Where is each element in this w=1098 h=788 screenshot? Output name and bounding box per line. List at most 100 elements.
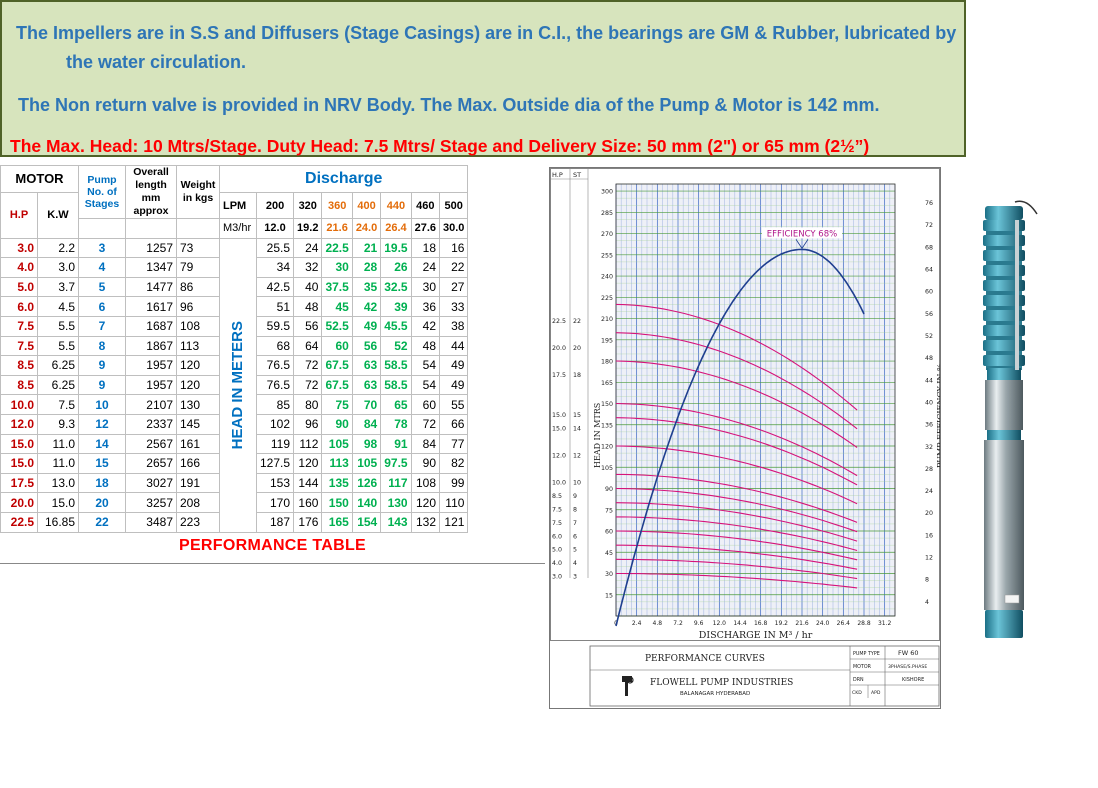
pump-stage-gap [986,261,1022,265]
table-cell: 70 [351,394,382,415]
table-cell: 3.7 [37,276,79,298]
table-cell: 78 [380,413,412,435]
table-cell: 90 [321,413,353,435]
stage-label: 8 [573,506,577,513]
table-cell: 112 [293,433,323,455]
table-row: 12.0 9.3 12 2337 145 102 96 90 84 78 72 66 [0,413,469,435]
head-curve-9-stages [615,487,858,533]
apd-label: APD [871,690,881,696]
pump-type-label: PUMP TYPE [853,651,880,657]
discharge-tick-label: 21.6 [795,620,809,627]
kw-header: K.W [37,192,79,239]
table-cell: 96 [293,413,323,435]
table-row: 17.5 13.0 18 3027 191 153 144 135 126 117 108 99 [0,472,469,494]
hp-label: 12.0 [552,453,566,460]
efficiency-curve [615,248,865,627]
pump-stage-ring [983,220,1025,231]
title-block [589,645,940,707]
table-cell: 119 [255,433,295,455]
table-cell: 150 [321,492,353,513]
stages-header: Pump No. of Stages [78,165,126,219]
table-cell: 68 [255,335,295,357]
pump-stage-ring [983,280,1025,291]
spec-line-3: The Max. Head: 10 Mtrs/Stage. Duty Head:… [10,136,870,156]
chart-frame [550,168,940,641]
efficiency-tick-label: 44 [925,377,933,384]
table-cell: 12 [78,413,126,435]
table-cell: 58.5 [380,374,412,396]
table-cell: 24 [293,237,323,259]
table-cell: 130 [176,394,220,415]
table-cell: 49 [439,355,469,376]
table-cell: 72 [293,374,323,396]
table-cell: 3487 [125,511,177,533]
table-cell: 18 [410,237,441,259]
table-cell: 86 [176,276,220,298]
table-cell: 9 [78,355,126,376]
hp-label: 22.5 [552,318,566,325]
table-cell: 21 [351,237,382,259]
table-cell: 39 [380,296,412,317]
table-cell: 34 [255,257,295,278]
table-cell: 166 [176,453,220,474]
stage-label: 12 [573,453,581,460]
table-cell: 79 [176,257,220,278]
length-header: Overall length mm approx [125,165,177,219]
table-cell: 76.5 [255,355,295,376]
stage-label: 22 [573,318,581,325]
stage-label: 3 [573,574,577,581]
m3-21: 21.6 [321,218,353,239]
head-curve-14-stages [615,417,858,486]
table-cell: 24 [410,257,441,278]
hp-label: 7.5 [552,520,562,527]
table-cell: 120 [176,355,220,376]
table-cell: 60 [410,394,441,415]
table-cell: 108 [176,315,220,337]
table-cell: 120 [410,492,441,513]
pump-stage-gap [986,246,1022,250]
table-cell: 40 [293,276,323,298]
table-cell: 161 [176,433,220,455]
head-tick-label: 15 [605,592,613,599]
performance-table-caption: PERFORMANCE TABLE [178,537,367,554]
table-cell: 113 [321,453,353,474]
table-row: 7.5 5.5 8 1867 113 68 64 60 56 52 48 44 [0,335,469,357]
table-cell: 80 [293,394,323,415]
table-cell: 45.5 [380,315,412,337]
efficiency-tick-label: 12 [925,555,933,562]
table-cell: 36 [410,296,441,317]
head-tick-label: 60 [605,529,613,536]
table-cell: 52 [380,335,412,357]
table-cell: 10.0 [0,394,38,415]
table-cell: 3027 [125,472,177,494]
head-curve-18-stages [615,360,858,448]
motor-header: MOTOR [0,165,79,193]
efficiency-tick-label: 20 [925,510,933,517]
spec-line-2: The Non return valve is provided in NRV … [18,95,880,115]
lpm-200: 200 [255,192,295,219]
hp-label: 10.0 [552,479,566,486]
table-cell: 20.0 [0,492,38,513]
pump-stage-ring [983,250,1025,261]
efficiency-pointer [795,239,809,250]
table-cell: 72 [293,355,323,376]
table-cell: 6.25 [37,355,79,376]
table-cell: 44 [439,335,469,357]
head-tick-label: 120 [601,444,613,451]
table-cell: 96 [176,296,220,317]
head-in-meters-text: HEAD IN METERS [229,320,246,450]
stage-label: 10 [573,479,581,486]
table-cell: 191 [176,472,220,494]
head-curve-6-stages [615,530,858,561]
table-cell: 3 [78,237,126,259]
table-cell: 132 [410,511,441,533]
hp-label: 7.5 [552,506,562,513]
table-cell: 7.5 [0,315,38,337]
pump-stage-ring [983,340,1025,351]
head-tick-label: 90 [605,486,613,493]
table-cell: 7 [78,315,126,337]
table-cell: 121 [439,511,469,533]
table-cell: 2.2 [37,237,79,259]
table-cell: 16 [439,237,469,259]
table-cell: 127.5 [255,453,295,474]
